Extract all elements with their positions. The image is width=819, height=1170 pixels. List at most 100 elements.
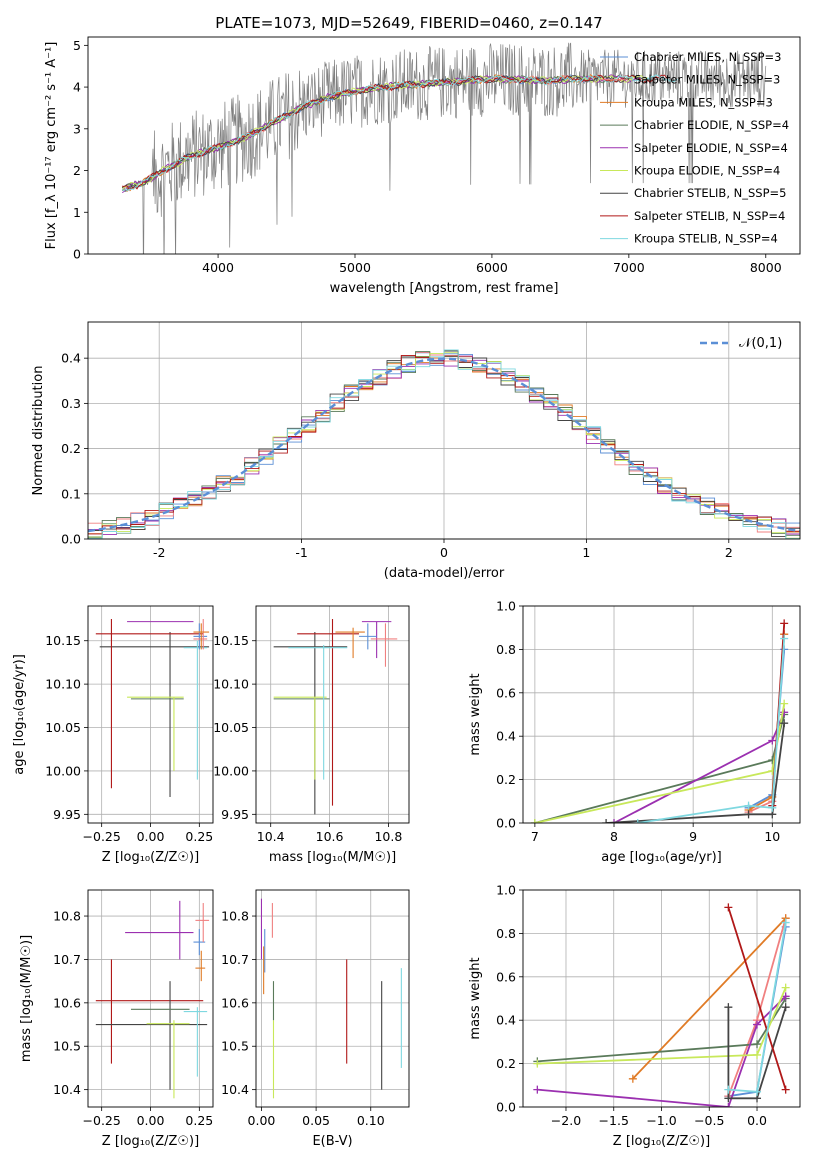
weight-marker-5-3: [780, 708, 789, 717]
weight-line-7: [727, 1006, 787, 1100]
x-tick-label: 1: [582, 545, 590, 560]
y-tick-label: 0.4: [496, 1013, 516, 1028]
x-tick-label: 0.05: [302, 1113, 330, 1128]
x-tick-label: 2: [725, 545, 733, 560]
y-tick-label: 0: [73, 247, 81, 262]
normal-curve: [88, 357, 800, 533]
y-tick-label: 1: [73, 205, 81, 220]
x-tick-label: 0.00: [137, 829, 165, 844]
y-tick-label: 10.05: [45, 720, 81, 735]
x-tick-label: 8: [610, 829, 618, 844]
panel-7: 0.00 0.05 0.10 10.4 10.5 10.6 10.7 10.8 E(B-V): [221, 889, 410, 1149]
y-tick-label: 10.4: [221, 1082, 249, 1097]
panel-2: -2 -1 0 1 2 0.0 0.1 0.2 0.3 0.4 (data-model)/error…: [31, 321, 801, 581]
y-tick-label: 0.0: [496, 1100, 516, 1115]
plot-area: [88, 349, 800, 539]
panel-5: 7 8 9 10 0.0 0.2 0.4 0.6 0.8 1.0 age [log₁₀(age/yr…: [468, 599, 801, 865]
weight-marker-7-2: [744, 810, 753, 819]
x-tick-label: 0.0: [747, 1113, 767, 1128]
x-tick-label: 10.8: [374, 829, 402, 844]
weight-marker-3-1: [628, 1074, 637, 1083]
y-tick-label: 10.8: [53, 909, 81, 924]
x-tick-label: 8000: [750, 260, 782, 275]
x-axis-label: Z [log₁₀(Z/Z☉)]: [102, 1134, 199, 1149]
plot-area: [260, 898, 402, 1099]
x-tick-label: 6000: [476, 260, 508, 275]
weight-marker-7-1: [724, 1003, 733, 1012]
y-tick-label: 0.4: [496, 729, 516, 744]
x-tick-label: −1.5: [599, 1113, 629, 1128]
x-tick-label: −0.5: [694, 1113, 724, 1128]
y-tick-label: 10.7: [221, 952, 249, 967]
y-tick-label: 0.2: [61, 441, 81, 456]
weight-marker-7-2: [724, 1094, 733, 1103]
weight-marker-6-2: [753, 1050, 762, 1059]
y-tick-label: 0.6: [496, 685, 516, 700]
panel-8: −2.0 −1.5 −1.0 −0.5 0.0 0.0 0.2 0.4 0.6 0.8 1.0 Z […: [468, 883, 801, 1149]
axes-frame: [522, 605, 801, 824]
model-line-9: [121, 74, 678, 192]
legend-label-4: Chabrier ELODIE, N_SSP=4: [634, 118, 789, 132]
y-tick-label: 10.00: [213, 763, 249, 778]
x-axis-label: wavelength [Angstrom, rest frame]: [330, 281, 559, 296]
y-tick-label: 10.8: [221, 909, 249, 924]
weight-marker-7-4: [781, 1003, 790, 1012]
legend-label-5: Salpeter ELODIE, N_SSP=4: [634, 141, 788, 155]
weight-marker-5-2: [768, 736, 777, 745]
y-tick-label: 10.5: [221, 1039, 249, 1054]
weight-marker-9-2: [744, 801, 753, 810]
y-axis-label: age [log₁₀(age/yr)]: [12, 654, 27, 775]
x-tick-label: 10.6: [316, 829, 344, 844]
legend: 𝒩(0,1): [700, 336, 782, 351]
x-tick-label: 10: [764, 829, 780, 844]
weight-line-7: [606, 723, 786, 823]
y-tick-label: 0.2: [496, 772, 516, 787]
y-tick-label: 0.2: [496, 1056, 516, 1071]
weight-marker-9-1: [724, 1085, 733, 1094]
axes-frame: [255, 605, 410, 824]
y-tick-label: 0.4: [61, 351, 81, 366]
plot-area: [95, 900, 210, 1099]
x-tick-label: 0.25: [185, 829, 213, 844]
x-axis-label: Z [log₁₀(Z/Z☉)]: [102, 850, 199, 865]
y-tick-label: 10.4: [53, 1082, 81, 1097]
x-tick-label: −0.25: [83, 829, 121, 844]
y-tick-label: 10.7: [53, 952, 81, 967]
x-tick-label: −2.0: [551, 1113, 581, 1128]
weight-marker-8-2: [781, 1085, 790, 1094]
weight-marker-5-1: [533, 1085, 542, 1094]
weight-marker-9-3: [781, 918, 790, 927]
axes-frame: [522, 889, 801, 1108]
y-tick-label: 0.3: [61, 396, 81, 411]
y-tick-label: 10.6: [53, 995, 81, 1010]
plot-area: [533, 903, 790, 1107]
panel-6: −0.25 0.00 0.25 10.4 10.5 10.6 10.7 10.8 Z [log₁…: [19, 889, 214, 1149]
weight-marker-6-3: [780, 699, 789, 708]
weight-marker-6-1: [530, 819, 539, 823]
weight-marker-9-3: [768, 803, 777, 812]
x-tick-label: −1.0: [646, 1113, 676, 1128]
histogram-9: [88, 349, 800, 539]
x-tick-label: 0: [440, 545, 448, 560]
legend-label-2: Salpeter MILES, N_SSP=3: [634, 73, 780, 87]
legend-label-7: Chabrier STELIB, N_SSP=5: [634, 186, 786, 200]
weight-marker-7-1: [602, 819, 611, 823]
x-axis-label: E(B-V): [312, 1134, 352, 1149]
weight-marker-7-4: [780, 719, 789, 728]
y-tick-label: 10.15: [45, 633, 81, 648]
x-tick-label: 7000: [613, 260, 645, 275]
x-tick-label: -2: [153, 545, 165, 560]
weight-marker-5-4: [781, 992, 790, 1001]
y-tick-label: 10.6: [221, 995, 249, 1010]
weight-line-1: [748, 649, 786, 809]
y-tick-label: 0.8: [496, 926, 516, 941]
y-axis-label: mass weight: [468, 957, 483, 1039]
y-tick-label: 1.0: [496, 599, 516, 614]
y-tick-label: 10.15: [213, 633, 249, 648]
weight-marker-9-2: [753, 1087, 762, 1096]
y-tick-label: 0.6: [496, 969, 516, 984]
x-axis-label: (data-model)/error: [384, 566, 505, 581]
x-axis-label: mass [log₁₀(M/M☉)]: [269, 850, 396, 865]
y-tick-label: 0.1: [61, 486, 81, 501]
